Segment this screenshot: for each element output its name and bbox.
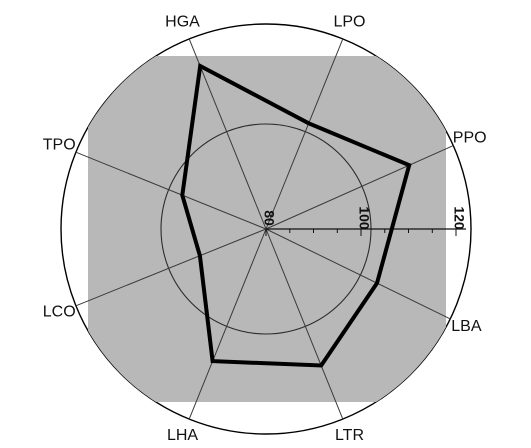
axis-label-hga: HGA <box>165 13 200 30</box>
spoke-lha <box>188 228 267 420</box>
radial-tick-labels: 80 100 120 <box>261 206 467 230</box>
axis-labels: HGA LPO PPO LBA LTR LHA LCO TPO <box>43 13 487 444</box>
axis-label-lpo: LPO <box>333 13 365 30</box>
axis-label-lco: LCO <box>43 304 76 321</box>
radial-ticks <box>265 228 466 236</box>
spoke-lba <box>265 228 451 320</box>
radial-spokes <box>75 38 454 420</box>
radial-tick-label-80: 80 <box>261 210 277 226</box>
spoke-ppo <box>265 145 454 230</box>
axis-label-tpo: TPO <box>43 137 76 154</box>
spoke-lco <box>75 228 267 307</box>
radial-tick-label-120: 120 <box>451 206 467 230</box>
spoke-tpo <box>75 151 267 230</box>
axis-label-ltr: LTR <box>335 427 364 444</box>
axis-label-ppo: PPO <box>453 130 487 147</box>
spoke-lpo <box>265 38 344 230</box>
series-polygon <box>180 62 412 368</box>
axis-label-lha: LHA <box>167 427 198 444</box>
spoke-ltr <box>265 228 344 420</box>
spoke-hga <box>188 38 267 230</box>
radial-tick-label-100: 100 <box>356 206 372 230</box>
axis-label-lba: LBA <box>451 318 482 335</box>
